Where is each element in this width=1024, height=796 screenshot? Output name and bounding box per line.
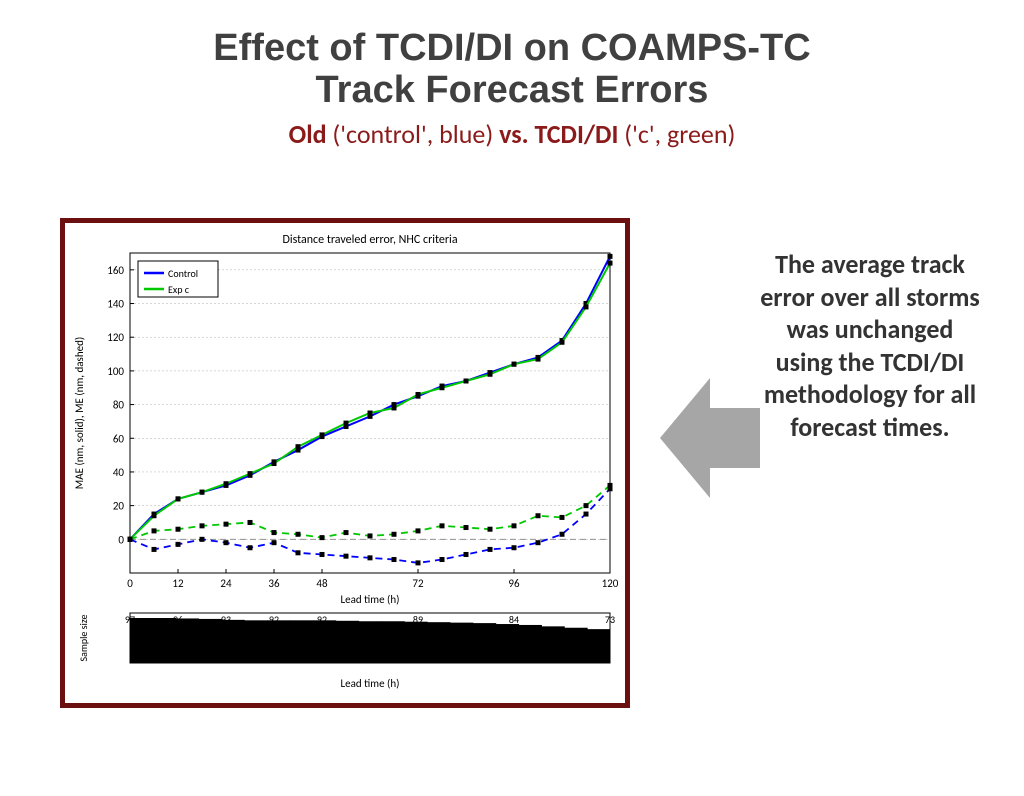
chart-svg: 0 20 40 60 80 100 120 140 160 0 12 24 36 48 72 96 120 Dis… <box>65 223 625 703</box>
svg-text:140: 140 <box>107 298 124 311</box>
svg-text:Sample size: Sample size <box>77 614 90 661</box>
svg-text:160: 160 <box>107 264 124 277</box>
side-text: The average track error over all storms … <box>760 248 980 443</box>
svg-text:12: 12 <box>172 577 184 590</box>
svg-text:120: 120 <box>602 577 619 590</box>
svg-text:93: 93 <box>221 613 231 626</box>
svg-text:80: 80 <box>113 399 125 412</box>
svg-text:92: 92 <box>269 613 279 626</box>
svg-text:24: 24 <box>220 577 232 590</box>
svg-text:48: 48 <box>316 577 328 590</box>
subtitle-part-0: Old <box>289 118 327 150</box>
slide-title: Effect of TCDI/DI on COAMPS-TC Track For… <box>0 28 1024 112</box>
left-arrow-icon <box>660 338 760 538</box>
title-line2: Track Forecast Errors <box>316 69 709 111</box>
svg-text:92: 92 <box>317 613 327 626</box>
chart-panel: 0 20 40 60 80 100 120 140 160 0 12 24 36 48 72 96 120 Dis… <box>60 218 630 708</box>
svg-text:120: 120 <box>107 331 124 344</box>
svg-text:Exp c: Exp c <box>168 283 190 296</box>
subtitle-part-2: vs. TCDI/DI <box>499 118 618 150</box>
svg-text:96: 96 <box>173 613 183 626</box>
svg-text:100: 100 <box>107 365 124 378</box>
svg-text:72: 72 <box>412 577 424 590</box>
svg-text:73: 73 <box>605 613 615 626</box>
svg-text:84: 84 <box>509 613 519 626</box>
svg-text:36: 36 <box>268 577 280 590</box>
slide-subtitle: Old ('control', blue) vs. TCDI/DI ('c', … <box>0 118 1024 150</box>
svg-text:Lead time (h): Lead time (h) <box>341 677 400 690</box>
svg-text:Lead time (h): Lead time (h) <box>341 593 400 606</box>
svg-text:60: 60 <box>113 432 125 445</box>
svg-text:20: 20 <box>113 500 125 513</box>
svg-text:MAE (nm, solid), ME (nm, dashe: MAE (nm, solid), ME (nm, dashed) <box>73 337 86 489</box>
svg-text:96: 96 <box>508 577 520 590</box>
subtitle-part-1: ('control', blue) <box>327 118 500 150</box>
svg-text:89: 89 <box>413 613 423 626</box>
svg-text:Distance traveled error, NHC c: Distance traveled error, NHC criteria <box>282 233 457 247</box>
svg-text:0: 0 <box>127 577 133 590</box>
subtitle-part-3: ('c', green) <box>618 118 735 150</box>
svg-text:Control: Control <box>168 267 198 280</box>
svg-text:0: 0 <box>118 533 124 546</box>
svg-text:97: 97 <box>125 613 135 626</box>
svg-text:40: 40 <box>113 466 125 479</box>
title-line1: Effect of TCDI/DI on COAMPS-TC <box>213 27 810 69</box>
